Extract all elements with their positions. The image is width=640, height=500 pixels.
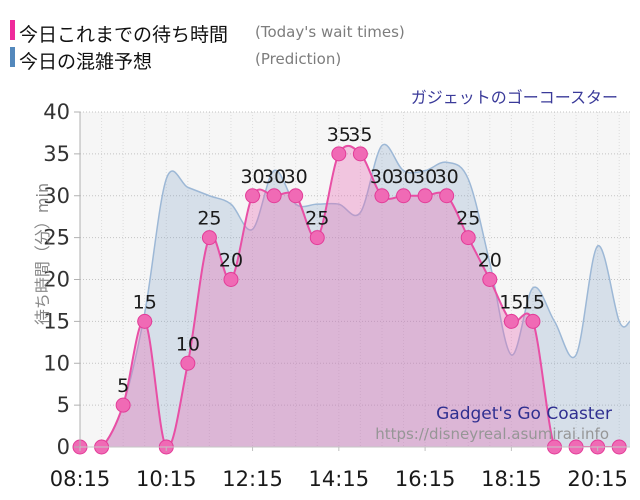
x-tick-label: 14:15: [309, 467, 370, 491]
data-point-label: 20: [478, 250, 502, 272]
data-point-marker: [245, 188, 261, 204]
y-tick-label: 40: [43, 100, 70, 124]
data-point-label: 30: [240, 166, 264, 188]
x-tick-label: 16:15: [395, 467, 456, 491]
data-point-marker: [460, 230, 476, 246]
data-point-marker: [180, 355, 196, 371]
data-point-label: 25: [305, 208, 329, 230]
y-tick-label: 30: [43, 184, 70, 208]
legend-label-prediction: 今日の混雑予想: [19, 51, 153, 73]
y-tick-label: 20: [43, 268, 70, 292]
watermark-url: https://disneyreal.asumirai.info: [375, 425, 609, 443]
data-point-marker: [396, 188, 412, 204]
data-point-label: 25: [197, 208, 221, 230]
data-point-label: 30: [262, 166, 286, 188]
x-tick-label: 20:15: [567, 467, 628, 491]
x-tick-label: 12:15: [222, 467, 283, 491]
data-point-label: 30: [413, 166, 437, 188]
data-point-label: 15: [133, 291, 157, 313]
data-point-marker: [223, 272, 239, 287]
data-point-marker: [352, 146, 368, 162]
y-axis-title: 待ち時間（分）min: [33, 183, 52, 325]
data-point-marker: [439, 188, 455, 204]
watermark-attraction-name: Gadget's Go Coaster: [436, 404, 612, 424]
data-point-label: 25: [456, 208, 480, 230]
data-point-marker: [503, 313, 519, 329]
chart-title: ガジェットのゴーコースター: [410, 88, 618, 107]
data-point-marker: [331, 146, 347, 162]
y-tick-label: 5: [57, 393, 70, 417]
data-point-marker: [115, 397, 131, 413]
data-point-label: 15: [499, 291, 523, 313]
legend-item-today: 今日これまでの待ち時間 (Today's wait times): [10, 18, 430, 46]
data-point-label: 30: [391, 166, 415, 188]
chart-legend: 今日これまでの待ち時間 (Today's wait times) 今日の混雑予想…: [10, 18, 430, 73]
data-point-label: 20: [219, 250, 243, 272]
data-point-marker: [201, 230, 217, 246]
today-series-area: [80, 145, 620, 447]
data-point-marker: [482, 272, 498, 287]
y-tick-label: 25: [43, 226, 70, 250]
data-point-marker: [137, 313, 153, 329]
data-point-label: 10: [176, 333, 200, 355]
data-point-label: 5: [117, 375, 129, 397]
x-tick-label: 10:15: [136, 467, 197, 491]
y-tick-label: 0: [57, 435, 70, 459]
x-tick-label: 08:15: [50, 467, 111, 491]
plot-background: [80, 112, 630, 447]
prediction-series-area: [80, 144, 630, 447]
y-tick-label: 15: [43, 309, 70, 333]
data-point-label: 35: [327, 124, 351, 146]
legend-swatch-today-icon: [10, 20, 15, 40]
legend-item-prediction: 今日の混雑予想 (Prediction): [10, 45, 430, 73]
data-point-label: 30: [435, 166, 459, 188]
legend-swatch-prediction-icon: [10, 47, 15, 67]
prediction-series-line: [80, 143, 630, 447]
legend-label-today: 今日これまでの待ち時間: [19, 24, 229, 46]
data-point-marker: [525, 313, 541, 329]
data-point-marker: [309, 230, 325, 246]
data-point-marker: [266, 188, 282, 204]
data-point-label: 35: [348, 124, 372, 146]
x-tick-label: 18:15: [481, 467, 542, 491]
legend-sublabel-prediction: (Prediction): [255, 50, 342, 68]
data-point-label: 30: [284, 166, 308, 188]
data-point-label: 30: [370, 166, 394, 188]
data-point-marker: [288, 188, 304, 204]
data-point-marker: [374, 188, 390, 204]
legend-sublabel-today: (Today's wait times): [255, 23, 405, 41]
y-tick-label: 10: [43, 351, 70, 375]
y-tick-label: 35: [43, 142, 70, 166]
data-point-label: 15: [521, 291, 545, 313]
data-point-marker: [417, 188, 433, 204]
